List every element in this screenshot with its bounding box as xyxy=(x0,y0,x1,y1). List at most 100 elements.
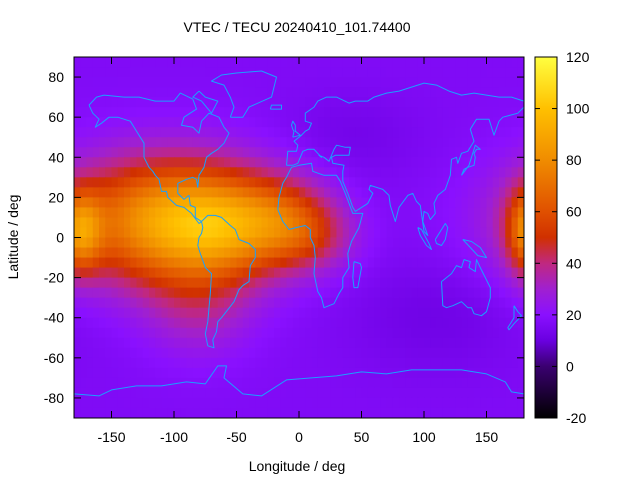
heatmap-cell xyxy=(324,257,331,269)
heatmap-cell xyxy=(517,377,524,389)
heatmap-cell xyxy=(124,77,131,88)
heatmap-cell xyxy=(486,407,494,418)
heatmap-cell xyxy=(180,207,188,219)
heatmap-cell xyxy=(455,217,463,229)
heatmap-cell xyxy=(405,297,413,309)
heatmap-cell xyxy=(117,87,125,98)
heatmap-cell xyxy=(230,407,238,418)
heatmap-cell xyxy=(317,407,325,418)
heatmap-cell xyxy=(74,67,81,78)
heatmap-cell xyxy=(224,167,231,178)
coastline-layer xyxy=(74,70,524,397)
heatmap-cell xyxy=(142,237,150,249)
heatmap-cell xyxy=(517,407,524,418)
heatmap-cell xyxy=(330,207,338,219)
heatmap-cell xyxy=(199,137,206,148)
heatmap-cell xyxy=(167,97,175,108)
heatmap-cell xyxy=(192,107,200,118)
heatmap-cell xyxy=(142,377,150,389)
heatmap-cell xyxy=(511,127,519,138)
heatmap-cell xyxy=(274,267,281,279)
heatmap-cell xyxy=(349,257,356,269)
heatmap-cell xyxy=(292,57,300,68)
heatmap-cell xyxy=(155,257,163,269)
heatmap-cell xyxy=(311,317,319,329)
heatmap-cell xyxy=(380,287,388,299)
heatmap-cell xyxy=(311,367,319,379)
heatmap-cell xyxy=(199,357,206,369)
heatmap-cell xyxy=(149,87,156,98)
heatmap-cell xyxy=(261,337,269,349)
heatmap-cell xyxy=(492,317,500,329)
heatmap-cell xyxy=(261,217,269,229)
heatmap-cell xyxy=(449,357,456,369)
heatmap-cell xyxy=(86,407,94,418)
heatmap-cell xyxy=(286,287,294,299)
heatmap-cell xyxy=(74,107,81,118)
heatmap-cell xyxy=(286,247,294,259)
heatmap-cell xyxy=(517,117,524,128)
heatmap-cell xyxy=(105,147,113,158)
heatmap-cell xyxy=(517,307,524,319)
heatmap-cell xyxy=(492,297,500,309)
heatmap-cell xyxy=(274,107,281,118)
heatmap-cell xyxy=(136,317,144,329)
heatmap-cell xyxy=(349,57,356,68)
heatmap-cell xyxy=(205,97,213,108)
heatmap-cell xyxy=(161,377,169,389)
heatmap-cell xyxy=(480,167,488,178)
heatmap-cell xyxy=(424,397,431,409)
heatmap-cell xyxy=(355,367,363,379)
heatmap-cell xyxy=(392,157,400,168)
heatmap-cell xyxy=(480,377,488,389)
x-axis: -150 -100 -50 0 50 100 150 xyxy=(97,57,498,445)
heatmap-cell xyxy=(267,197,275,209)
heatmap-cell xyxy=(111,387,119,399)
heatmap-cell xyxy=(136,177,144,188)
heatmap-cell xyxy=(486,247,494,259)
heatmap-cell xyxy=(317,287,325,299)
heatmap-cell xyxy=(374,287,381,299)
heatmap-cell xyxy=(92,137,100,148)
heatmap-cell xyxy=(317,227,325,239)
heatmap-cell xyxy=(142,397,150,409)
heatmap-cell xyxy=(355,107,363,118)
heatmap-cell xyxy=(342,117,350,128)
heatmap-cell xyxy=(436,387,444,399)
heatmap-cell xyxy=(324,127,331,138)
heatmap-cell xyxy=(174,267,181,279)
heatmap-cell xyxy=(249,157,256,168)
heatmap-cell xyxy=(161,237,169,249)
heatmap-cell xyxy=(142,387,150,399)
heatmap-cell xyxy=(86,357,94,369)
heatmap-cell xyxy=(136,267,144,279)
heatmap-cell xyxy=(374,327,381,339)
heatmap-cell xyxy=(211,67,219,78)
heatmap-cell xyxy=(499,377,506,389)
heatmap-cell xyxy=(136,307,144,319)
heatmap-cell xyxy=(105,67,113,78)
heatmap-cell xyxy=(111,167,119,178)
heatmap-cell xyxy=(424,367,431,379)
heatmap-cell xyxy=(199,317,206,329)
heatmap-cell xyxy=(111,177,119,188)
heatmap-cell xyxy=(305,57,313,68)
heatmap-cell xyxy=(161,287,169,299)
heatmap-cell xyxy=(117,327,125,339)
heatmap-cell xyxy=(117,377,125,389)
heatmap-cell xyxy=(236,297,244,309)
coastline xyxy=(417,227,432,250)
heatmap-cell xyxy=(142,407,150,418)
heatmap-cell xyxy=(311,187,319,198)
heatmap-cell xyxy=(99,327,106,339)
heatmap-cell xyxy=(92,147,100,158)
heatmap-cell xyxy=(399,407,406,418)
heatmap-cell xyxy=(280,197,288,209)
heatmap-cell xyxy=(149,147,156,158)
heatmap-cell xyxy=(361,177,369,188)
heatmap-cell xyxy=(255,367,263,379)
heatmap-cell xyxy=(480,327,488,339)
heatmap-cell xyxy=(367,107,375,118)
heatmap-cell xyxy=(417,167,425,178)
heatmap-cell xyxy=(374,147,381,158)
